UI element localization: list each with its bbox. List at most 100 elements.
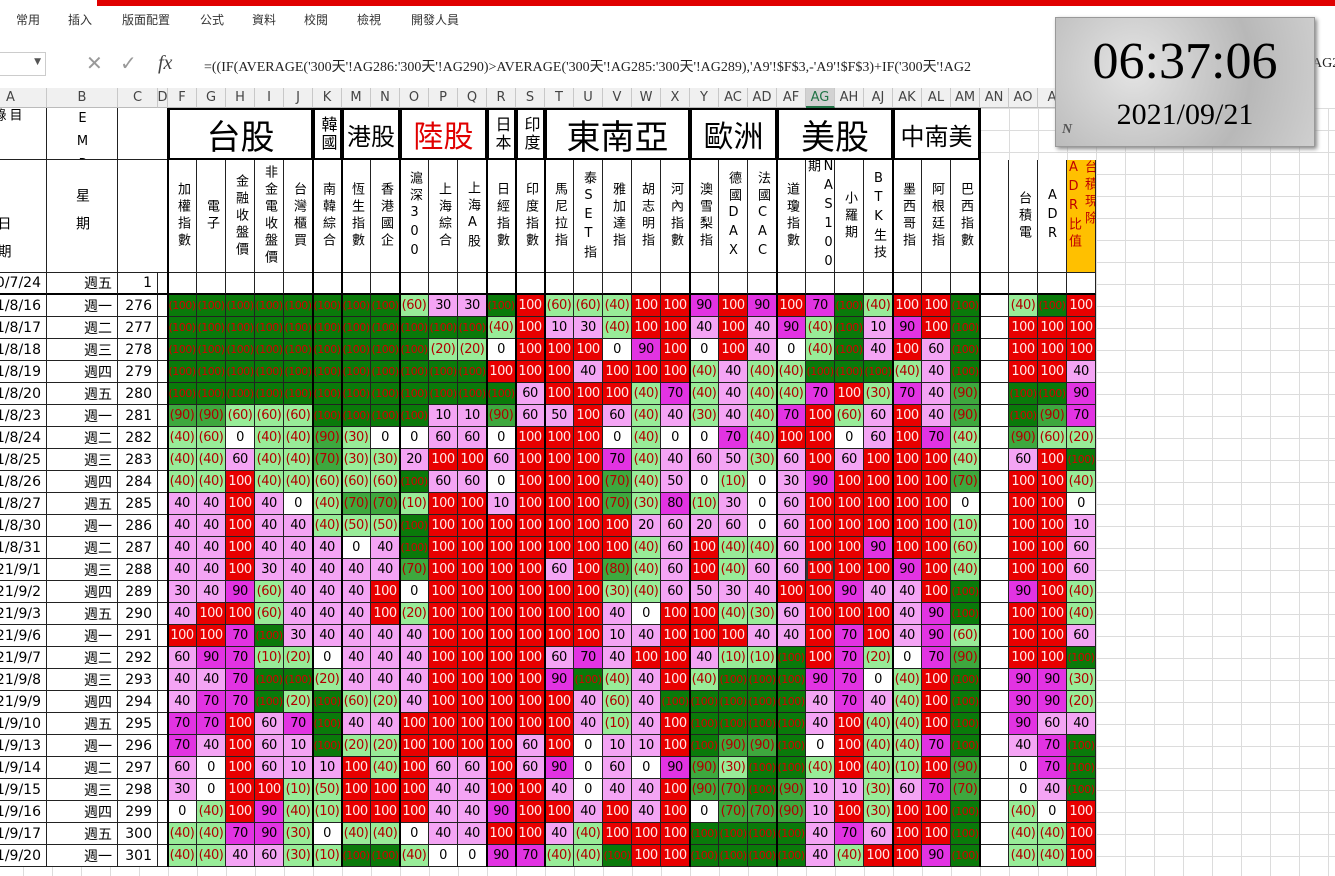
value-cell [980,713,1009,735]
value-cell: 100 [516,603,545,625]
value-cell: (70) [603,493,632,515]
value-cell: (90) [1009,427,1038,449]
value-cell: (90) [487,405,516,427]
value-cell [980,449,1009,471]
value-cell: 60 [603,405,632,427]
value-cell: (40) [168,471,197,493]
value-cell: 100 [661,603,690,625]
value-cell: 40 [313,603,342,625]
ribbon-tab[interactable]: 校閱 [304,13,329,27]
value-cell: (60) [226,405,255,427]
group-separator [515,108,517,867]
date-cell: 21/8/27 [0,493,47,515]
fx-icon[interactable]: fx [158,52,173,74]
value-cell: (100) [748,669,777,691]
value-cell: 100 [806,449,835,471]
ribbon-tab[interactable]: 版面配置 [122,13,171,27]
cancel-icon[interactable]: ✕ [86,51,103,75]
column-letter: U [574,88,603,108]
weekday-cell: 週四 [47,361,118,383]
row-number-cell: 293 [118,669,158,691]
value-cell: 30 [777,471,806,493]
value-cell: (100) [400,515,429,537]
value-cell: 100 [197,603,226,625]
value-cell: (100) [1038,383,1067,405]
value-cell: 100 [545,625,574,647]
value-cell: 100 [487,757,516,779]
value-cell [342,273,371,295]
value-cell: 100 [487,691,516,713]
ribbon-tab[interactable]: 檢視 [357,13,382,27]
value-cell: 70 [835,647,864,669]
value-cell: (40) [632,383,661,405]
value-cell: 100 [893,801,922,823]
value-cell [835,273,864,295]
value-cell: (60) [255,581,284,603]
value-cell: 0 [313,823,342,845]
value-cell: 40 [864,691,893,713]
value-cell: 100 [487,823,516,845]
value-cell: 100 [226,493,255,515]
value-cell: (40) [168,823,197,845]
value-cell: (10) [400,493,429,515]
value-cell: 100 [661,823,690,845]
value-cell: (40) [197,471,226,493]
ribbon-tab[interactable]: 常用 [16,13,41,27]
column-name: 香港國企 [371,160,400,273]
value-cell: 0 [400,581,429,603]
enter-icon[interactable]: ✓ [120,51,137,75]
row-number-cell: 281 [118,405,158,427]
ribbon-tab[interactable]: 公式 [200,13,225,27]
value-cell: (70) [342,493,371,515]
value-cell: 100 [922,537,951,559]
value-cell: 0 [835,427,864,449]
name-box[interactable]: ▼ [0,52,46,76]
value-cell [980,647,1009,669]
column-letter: T [545,88,574,108]
value-cell: (100) [342,361,371,383]
value-cell [951,273,980,295]
value-cell: 20 [632,515,661,537]
value-cell: 100 [574,515,603,537]
value-cell [980,471,1009,493]
value-cell: 100 [864,449,893,471]
formula-icons: ✕ ✓ fx [82,51,192,76]
value-cell: 90 [226,581,255,603]
value-cell: (100) [777,735,806,757]
value-cell: 100 [1038,339,1067,361]
value-cell: (50) [313,779,342,801]
value-cell: 100 [1009,361,1038,383]
value-cell [980,801,1009,823]
ribbon-tab[interactable]: 插入 [68,13,93,27]
value-cell: (100) [371,845,400,867]
value-cell: 70 [226,691,255,713]
value-cell: 60 [748,559,777,581]
value-cell: (30) [371,449,400,471]
value-cell: 60 [429,471,458,493]
value-cell: (40) [777,383,806,405]
date-cell: 021/9/9 [0,691,47,713]
value-cell: 40 [545,823,574,845]
value-cell: (40) [864,295,893,317]
value-cell [458,273,487,295]
value-cell: 40 [400,691,429,713]
value-cell: 10 [806,801,835,823]
value-cell: 70 [197,691,226,713]
value-cell: (40) [632,449,661,471]
value-cell: 60 [661,581,690,603]
ribbon-tab[interactable]: 資料 [252,13,277,27]
weekday-cell: 週一 [47,405,118,427]
ribbon-tab[interactable]: 開發人員 [411,13,460,27]
row-number-cell: 288 [118,559,158,581]
column-letter: O [400,88,429,108]
value-cell: 100 [458,735,487,757]
value-cell: 100 [574,559,603,581]
value-cell: 60 [661,559,690,581]
weekday-cell: 週三 [47,779,118,801]
column-name: 小羅期 [835,160,864,273]
value-cell: 100 [516,339,545,361]
value-cell: (40) [1009,801,1038,823]
value-cell: (60) [603,691,632,713]
value-cell: 100 [719,339,748,361]
value-cell: 100 [458,691,487,713]
